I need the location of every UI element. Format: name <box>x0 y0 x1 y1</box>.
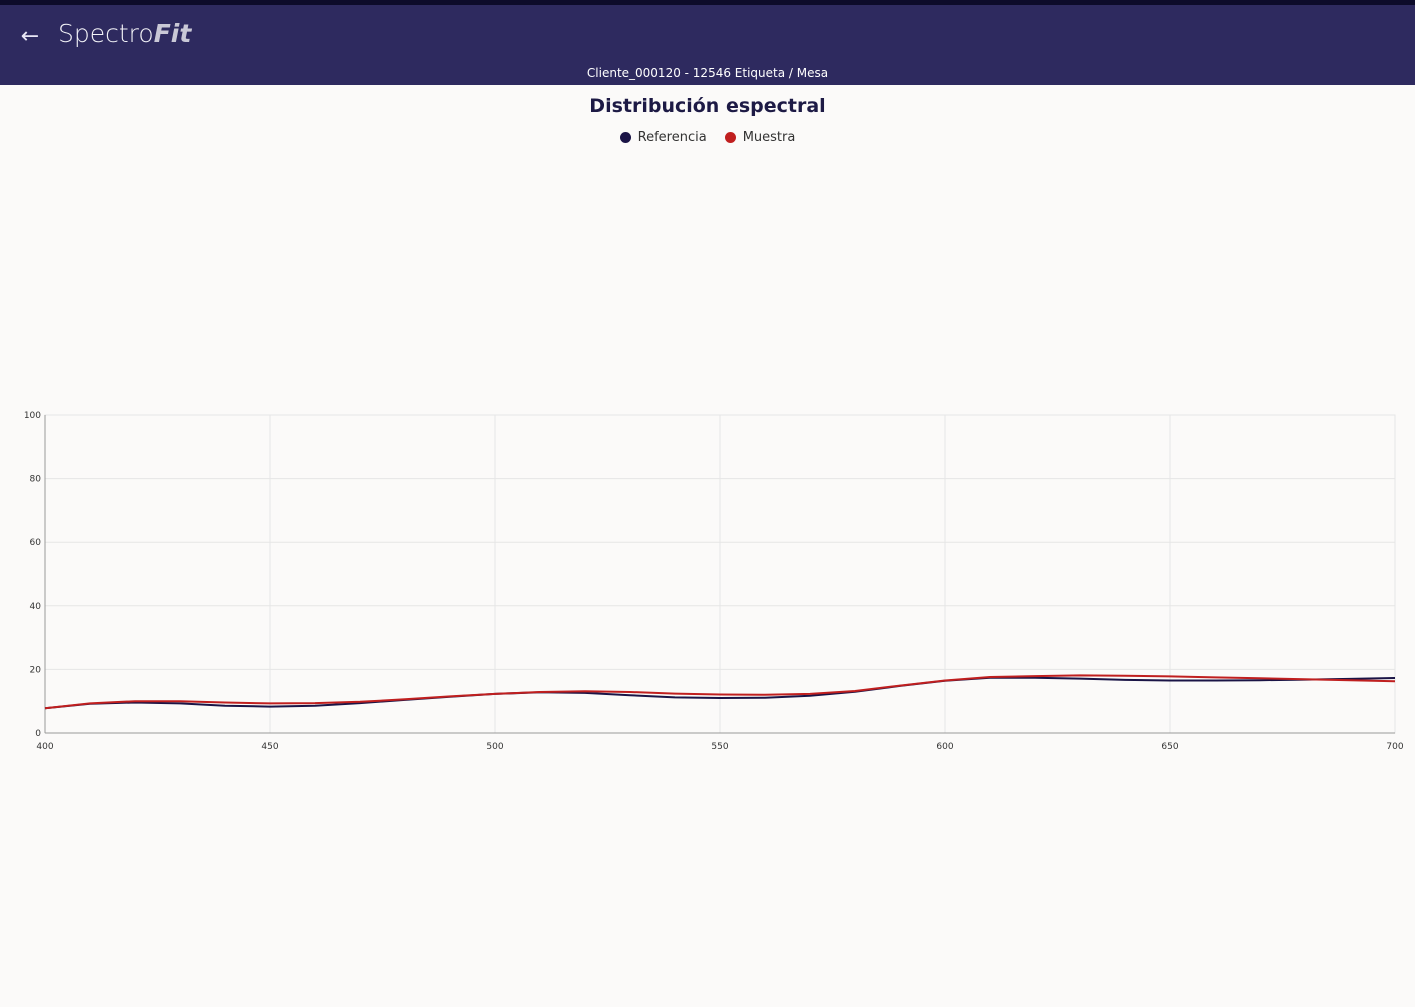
legend-item-referencia[interactable]: Referencia <box>619 130 707 145</box>
app-header: ← SpectroFit Cliente_000120 - 12546 Etiq… <box>0 5 1415 85</box>
spectral-chart: 0 20 40 60 80 100 400 450 500 550 600 650 700 <box>24 411 1404 752</box>
chart-title: Distribución espectral <box>589 95 826 117</box>
x-tick-label-550: 550 <box>711 742 728 752</box>
y-tick-label-80: 80 <box>30 475 42 485</box>
logo-text-fit: Fit <box>153 19 192 48</box>
y-tick-label-100: 100 <box>24 411 41 421</box>
legend-label-muestra: Muestra <box>742 130 796 145</box>
y-tick-label-60: 60 <box>30 538 42 548</box>
legend-dot-muestra <box>724 132 736 143</box>
x-tick-label-650: 650 <box>1161 742 1178 752</box>
app-logo: SpectroFit <box>58 19 191 48</box>
arrow-left-icon[interactable]: ← <box>20 24 40 49</box>
y-tick-label-40: 40 <box>30 602 42 612</box>
x-tick-label-500: 500 <box>486 742 503 752</box>
logo-text-spectro: Spectro <box>58 19 154 48</box>
x-tick-label-600: 600 <box>936 742 953 752</box>
x-tick-label-400: 400 <box>36 742 53 752</box>
x-tick-label-700: 700 <box>1386 742 1403 752</box>
chart-legend: Referencia Muestra <box>0 130 1415 145</box>
y-tick-label-0: 0 <box>35 729 41 739</box>
x-tick-label-450: 450 <box>261 742 278 752</box>
legend-label-referencia: Referencia <box>637 130 707 145</box>
series-line-referencia <box>44 676 1396 710</box>
legend-item-muestra[interactable]: Muestra <box>724 130 796 145</box>
series-line-muestra <box>44 674 1396 710</box>
record-subtitle: Cliente_000120 - 12546 Etiqueta / Mesa <box>586 66 829 80</box>
legend-dot-referencia <box>619 132 631 143</box>
y-tick-label-20: 20 <box>30 665 42 675</box>
window-top-strip <box>0 0 1415 5</box>
